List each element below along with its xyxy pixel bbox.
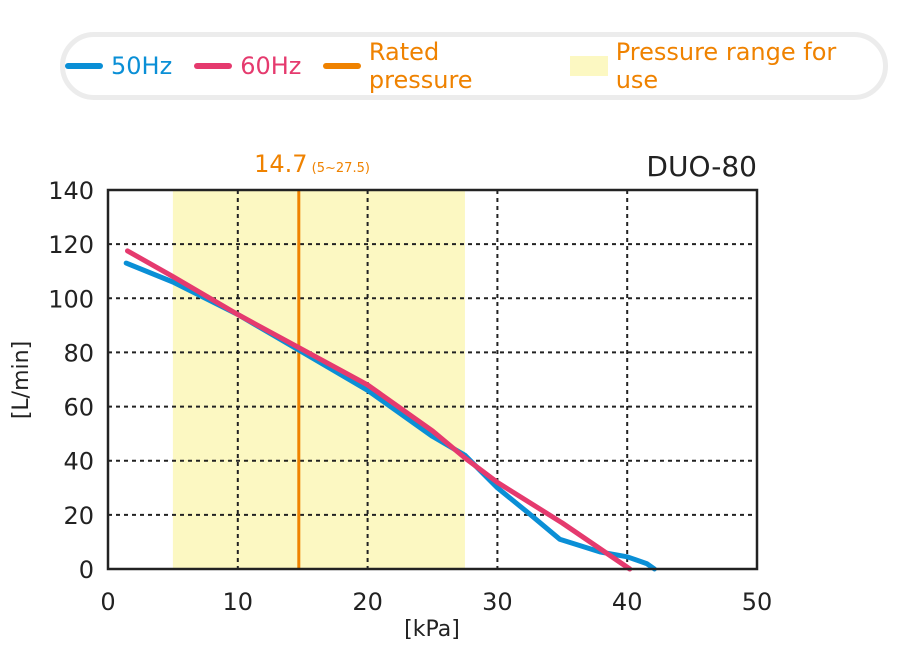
y-tick-label: 20 <box>63 502 94 530</box>
plot-frame <box>106 188 759 571</box>
legend-swatch <box>65 63 103 69</box>
x-axis-label: [kPa] <box>404 617 460 642</box>
legend-item: Pressure range for use <box>570 38 883 94</box>
legend-label: 60Hz <box>240 52 302 80</box>
legend-swatch <box>194 63 233 69</box>
y-tick-label: 60 <box>63 394 94 422</box>
legend: 50Hz 60Hz Rated pressure Pressure range for… <box>60 32 888 100</box>
legend-item: Rated pressure <box>323 38 548 94</box>
legend-swatch <box>323 63 361 69</box>
y-tick-label: 100 <box>48 285 94 313</box>
y-axis-label: [L/min] <box>9 341 34 419</box>
rated-pressure-label: 14.7 <box>254 150 307 178</box>
y-tick-label: 40 <box>63 448 94 476</box>
legend-label: Rated pressure <box>368 38 473 94</box>
x-tick-label: 40 <box>612 588 643 616</box>
x-tick-label: 0 <box>100 588 115 616</box>
legend-swatch <box>570 56 608 76</box>
y-tick-label: 140 <box>48 177 94 205</box>
legend-label: 50Hz <box>111 52 173 80</box>
y-tick-label: 120 <box>48 231 94 259</box>
legend-label: Pressure range for use <box>615 38 837 94</box>
x-tick-label: 30 <box>482 588 513 616</box>
y-tick-label: 80 <box>63 339 94 367</box>
series-line-60Hz <box>125 248 633 572</box>
pressure-range-band <box>172 190 465 569</box>
x-tick-label: 50 <box>742 588 773 616</box>
x-tick-label: 20 <box>352 588 383 616</box>
y-tick-label: 0 <box>79 556 94 584</box>
chart-title: DUO-80 <box>646 150 757 183</box>
legend-item: 60Hz <box>194 52 301 80</box>
x-tick-label: 10 <box>223 588 254 616</box>
legend-item: 50Hz <box>65 52 172 80</box>
range-label: (5~27.5) <box>312 161 370 176</box>
